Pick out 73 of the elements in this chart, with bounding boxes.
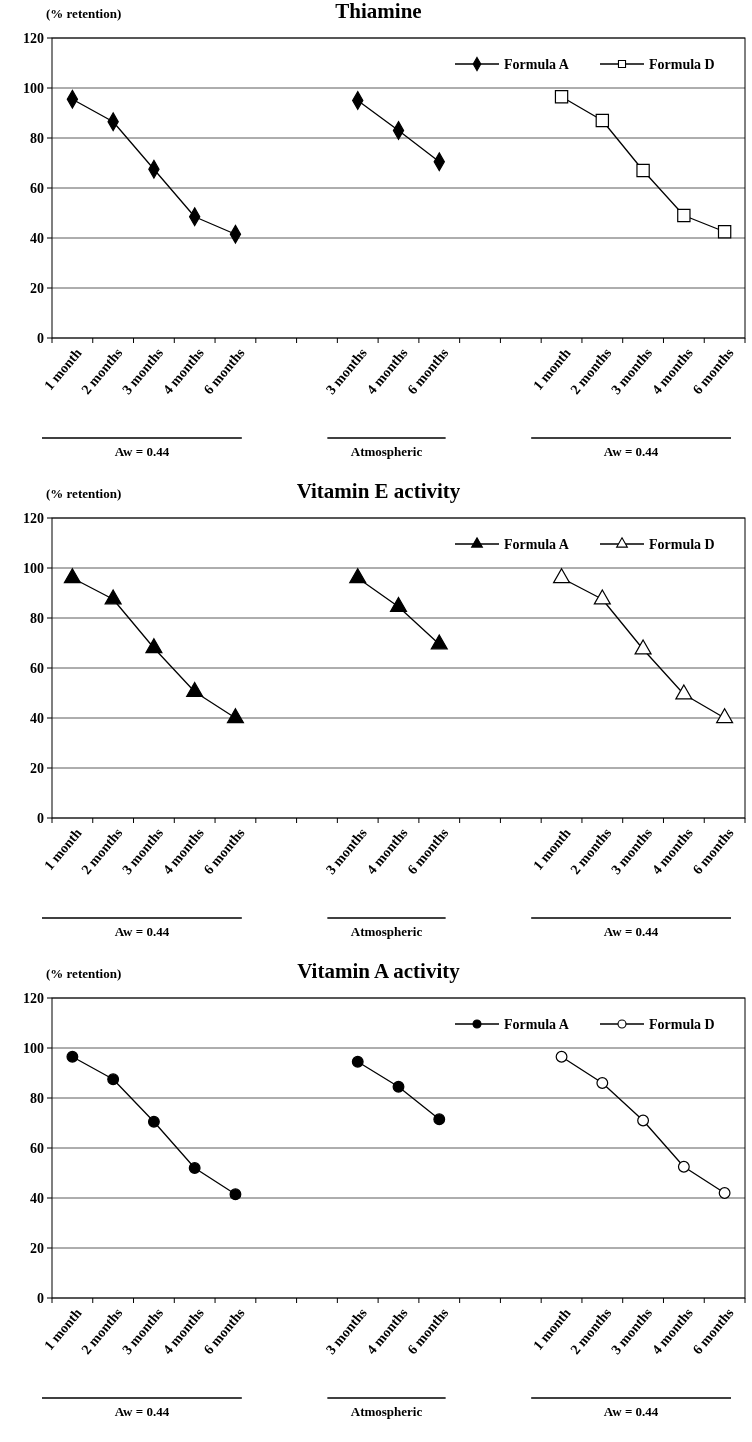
y-tick-label: 0	[37, 810, 44, 826]
y-tick-label: 120	[23, 510, 44, 526]
point	[107, 1073, 120, 1086]
point	[596, 1077, 609, 1089]
point	[677, 1160, 690, 1173]
point	[433, 1113, 446, 1126]
point	[229, 1188, 242, 1201]
text: Atmospheric	[350, 924, 423, 939]
point	[718, 1187, 731, 1199]
legend-label: Formula A	[504, 536, 570, 552]
point	[351, 1055, 364, 1068]
text: Aw = 0.44	[603, 924, 659, 939]
point	[188, 1162, 201, 1174]
y-tick-label: 100	[23, 1040, 44, 1056]
point	[392, 1080, 405, 1093]
y-tick-label: 100	[23, 80, 44, 96]
y-axis-title: (% retention)	[46, 486, 122, 501]
legend-label: Formula A	[504, 56, 570, 72]
point	[147, 1115, 160, 1128]
y-tick-label: 80	[30, 130, 44, 146]
legend-label: Formula A	[504, 1016, 570, 1032]
text: Aw = 0.44	[603, 1404, 659, 1419]
point	[226, 708, 245, 724]
point	[637, 1114, 650, 1127]
point	[66, 1050, 79, 1063]
point	[555, 1050, 568, 1063]
y-tick-label: 60	[30, 180, 44, 196]
point	[186, 681, 204, 697]
y-tick-label: 40	[30, 230, 44, 246]
y-tick-label: 100	[23, 560, 44, 576]
legend-label: Formula D	[649, 1016, 715, 1032]
text: Aw = 0.44	[114, 1404, 170, 1419]
point	[145, 638, 163, 654]
point	[593, 589, 611, 605]
point	[104, 589, 122, 605]
point	[554, 90, 569, 104]
point	[389, 596, 408, 612]
point	[677, 208, 691, 223]
point	[63, 568, 81, 584]
y-tick-label: 80	[30, 610, 44, 626]
text: Aw = 0.44	[114, 924, 170, 939]
y-tick-label: 60	[30, 1140, 44, 1156]
text: Atmospheric	[350, 1404, 423, 1419]
point	[675, 684, 693, 700]
y-tick-label: 20	[30, 760, 44, 776]
y-tick-label: 120	[23, 30, 44, 46]
y-tick-label: 40	[30, 1190, 44, 1206]
y-tick-label: 0	[37, 1290, 44, 1306]
text: Aw = 0.44	[603, 444, 659, 459]
y-tick-label: 20	[30, 280, 44, 296]
y-tick-label: 60	[30, 660, 44, 676]
point	[552, 568, 571, 584]
y-tick-label: 20	[30, 1240, 44, 1256]
point	[717, 225, 732, 239]
chart-title: Thiamine	[335, 0, 422, 23]
point	[716, 708, 734, 724]
y-tick-label: 0	[37, 330, 44, 346]
point	[349, 568, 367, 584]
y-tick-label: 80	[30, 1090, 44, 1106]
text: Atmospheric	[350, 444, 423, 459]
y-axis-title: (% retention)	[46, 6, 122, 21]
y-tick-label: 120	[23, 990, 44, 1006]
legend-label: Formula D	[649, 536, 715, 552]
y-tick-label: 40	[30, 710, 44, 726]
point	[430, 634, 448, 650]
chart-title: Vitamin E activity	[296, 479, 461, 503]
point	[636, 163, 650, 178]
point	[595, 113, 610, 128]
chart-title: Vitamin A activity	[297, 959, 461, 983]
point	[634, 639, 652, 655]
legend-label: Formula D	[649, 56, 715, 72]
text: Aw = 0.44	[114, 444, 170, 459]
y-axis-title: (% retention)	[46, 966, 122, 981]
